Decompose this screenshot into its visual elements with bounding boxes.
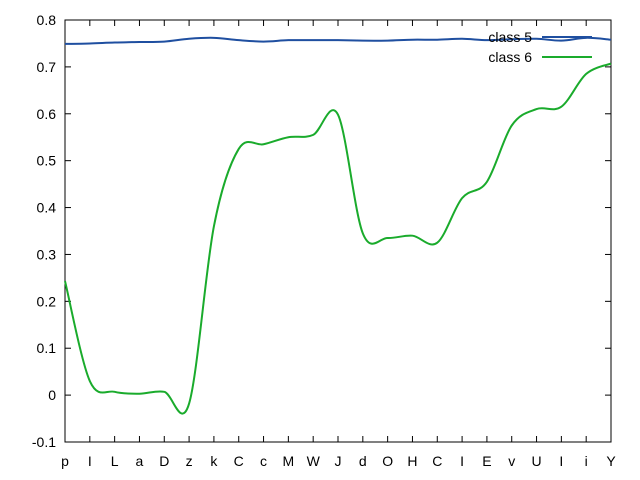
x-tick-label: v — [508, 453, 515, 469]
series-layer — [64, 36, 612, 415]
x-tick-label: L — [111, 453, 119, 469]
x-tick-label: z — [186, 453, 193, 469]
x-tick-label: k — [210, 453, 218, 469]
x-tick-label: M — [283, 453, 295, 469]
x-tick-label: H — [407, 453, 417, 469]
plot-frame — [64, 19, 612, 443]
series-line — [64, 62, 612, 415]
y-tick-label: 0.2 — [37, 293, 57, 309]
x-tick-label: i — [585, 453, 588, 469]
x-tick-label: O — [382, 453, 393, 469]
y-tick-label: -0.1 — [32, 434, 56, 450]
y-tick-label: 0.7 — [37, 59, 57, 75]
x-tick-label: p — [61, 453, 69, 469]
x-tick-label: I — [88, 453, 92, 469]
x-tick-label: U — [531, 453, 541, 469]
x-tick-label: d — [359, 453, 367, 469]
y-tick-label: 0.1 — [37, 340, 57, 356]
series-1 — [64, 62, 612, 415]
y-tick-label: 0.6 — [37, 106, 57, 122]
y-tick-label: 0.3 — [37, 246, 57, 262]
x-tick-label: a — [136, 453, 144, 469]
x-tick-label: E — [482, 453, 491, 469]
x-tick-label: I — [559, 453, 563, 469]
x-tick-label: c — [260, 453, 267, 469]
legend: class 5 class 6 — [488, 29, 592, 65]
x-tick-label: D — [159, 453, 169, 469]
x-tick-label: W — [307, 453, 321, 469]
x-tick-label: I — [460, 453, 464, 469]
y-tick-label: 0.5 — [37, 153, 57, 169]
x-tick-label: C — [432, 453, 442, 469]
legend-label: class 5 — [488, 29, 532, 45]
x-tick-label: Y — [606, 453, 616, 469]
x-tick-label: J — [335, 453, 342, 469]
series-line — [64, 36, 612, 45]
y-tick-label: 0.8 — [37, 12, 57, 28]
y-tick-label: 0.4 — [37, 200, 57, 216]
y-axis: -0.1 0 0.1 0.2 0.3 0.4 0.5 0.6 0.7 0.8 — [32, 12, 611, 450]
series-0 — [64, 36, 612, 45]
y-tick-label: 0 — [48, 387, 56, 403]
legend-label: class 6 — [488, 49, 532, 65]
x-tick-label: C — [234, 453, 244, 469]
